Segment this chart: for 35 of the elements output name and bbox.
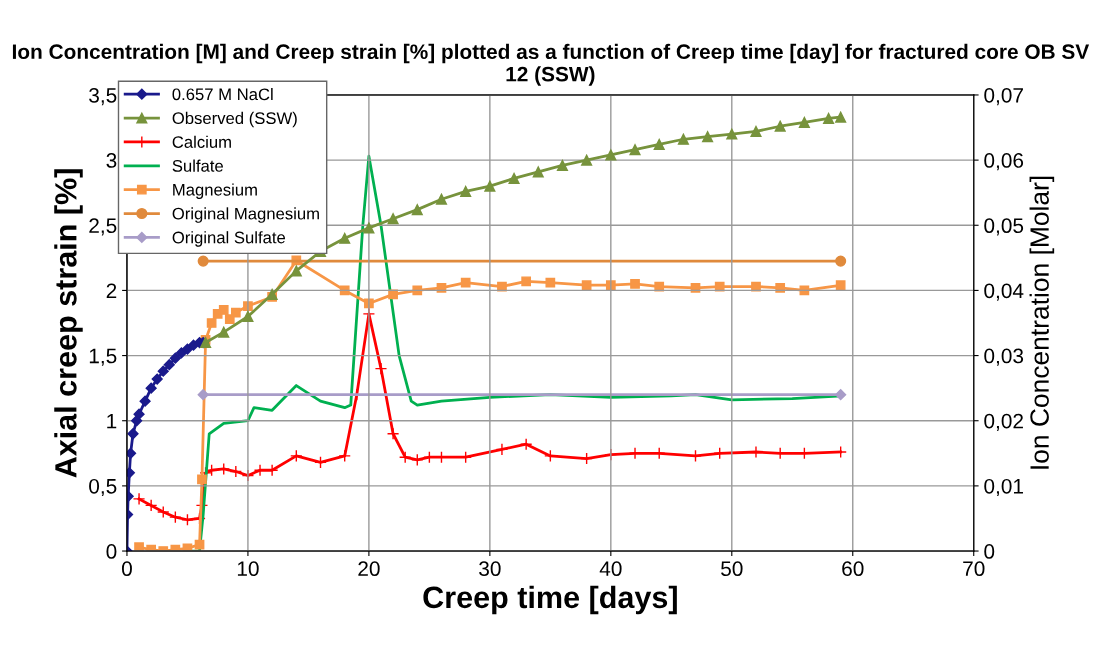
- legend-label: Magnesium: [173, 183, 257, 199]
- y-tick-label: 2: [106, 283, 117, 298]
- y2-tick-label: 0,06: [984, 153, 1024, 171]
- legend-label: Sulfate: [172, 159, 223, 172]
- x-tick-label: 70: [963, 561, 985, 577]
- y-tick-label: 3: [106, 153, 117, 168]
- y-tick-label: 2,5: [89, 218, 117, 236]
- legend-label: Observed (SSW): [172, 111, 297, 128]
- x-tick-label: 60: [842, 561, 864, 577]
- y-tick-label: 1: [107, 413, 117, 429]
- y2-tick-label: 0,02: [984, 413, 1023, 431]
- y-tick-label: 0: [106, 544, 117, 559]
- y2-tick-label: 0,05: [984, 218, 1024, 236]
- y2-tick-label: 0,01: [984, 478, 1023, 497]
- x-tick-label: 50: [721, 561, 743, 577]
- x-tick-label: 10: [237, 561, 259, 577]
- x-tick-label: 0: [121, 561, 132, 577]
- y2-tick-label: 0,07: [984, 87, 1023, 106]
- x-tick-label: 40: [599, 561, 622, 577]
- x-tick-label: 30: [479, 561, 501, 577]
- legend-label: 0.657 M NaCl: [172, 87, 273, 101]
- x-tick-label: 20: [358, 561, 380, 577]
- chart-title: Ion Concentration [M] and Creep strain [%] plotted as a function of Creep time [day] for fractured core OB SV 12 (SSW): [12, 43, 1090, 86]
- legend-label: Calcium: [172, 135, 231, 148]
- y-axis-title: Axial creep strain [%]: [54, 169, 83, 478]
- y2-tick-label: 0,04: [984, 283, 1024, 301]
- y-tick-label: 0,5: [89, 478, 117, 497]
- y2-axis-title: Ion Concentration [Molar]: [1029, 176, 1055, 469]
- y-tick-label: 3,5: [89, 87, 117, 106]
- x-axis-title: Creep time [days]: [423, 585, 677, 615]
- y2-tick-label: 0: [984, 544, 995, 559]
- y2-tick-label: 0,03: [984, 348, 1024, 366]
- y-tick-label: 1,5: [89, 348, 117, 366]
- legend-label: Original Magnesium: [172, 207, 319, 223]
- legend-label: Original Sulfate: [172, 231, 286, 247]
